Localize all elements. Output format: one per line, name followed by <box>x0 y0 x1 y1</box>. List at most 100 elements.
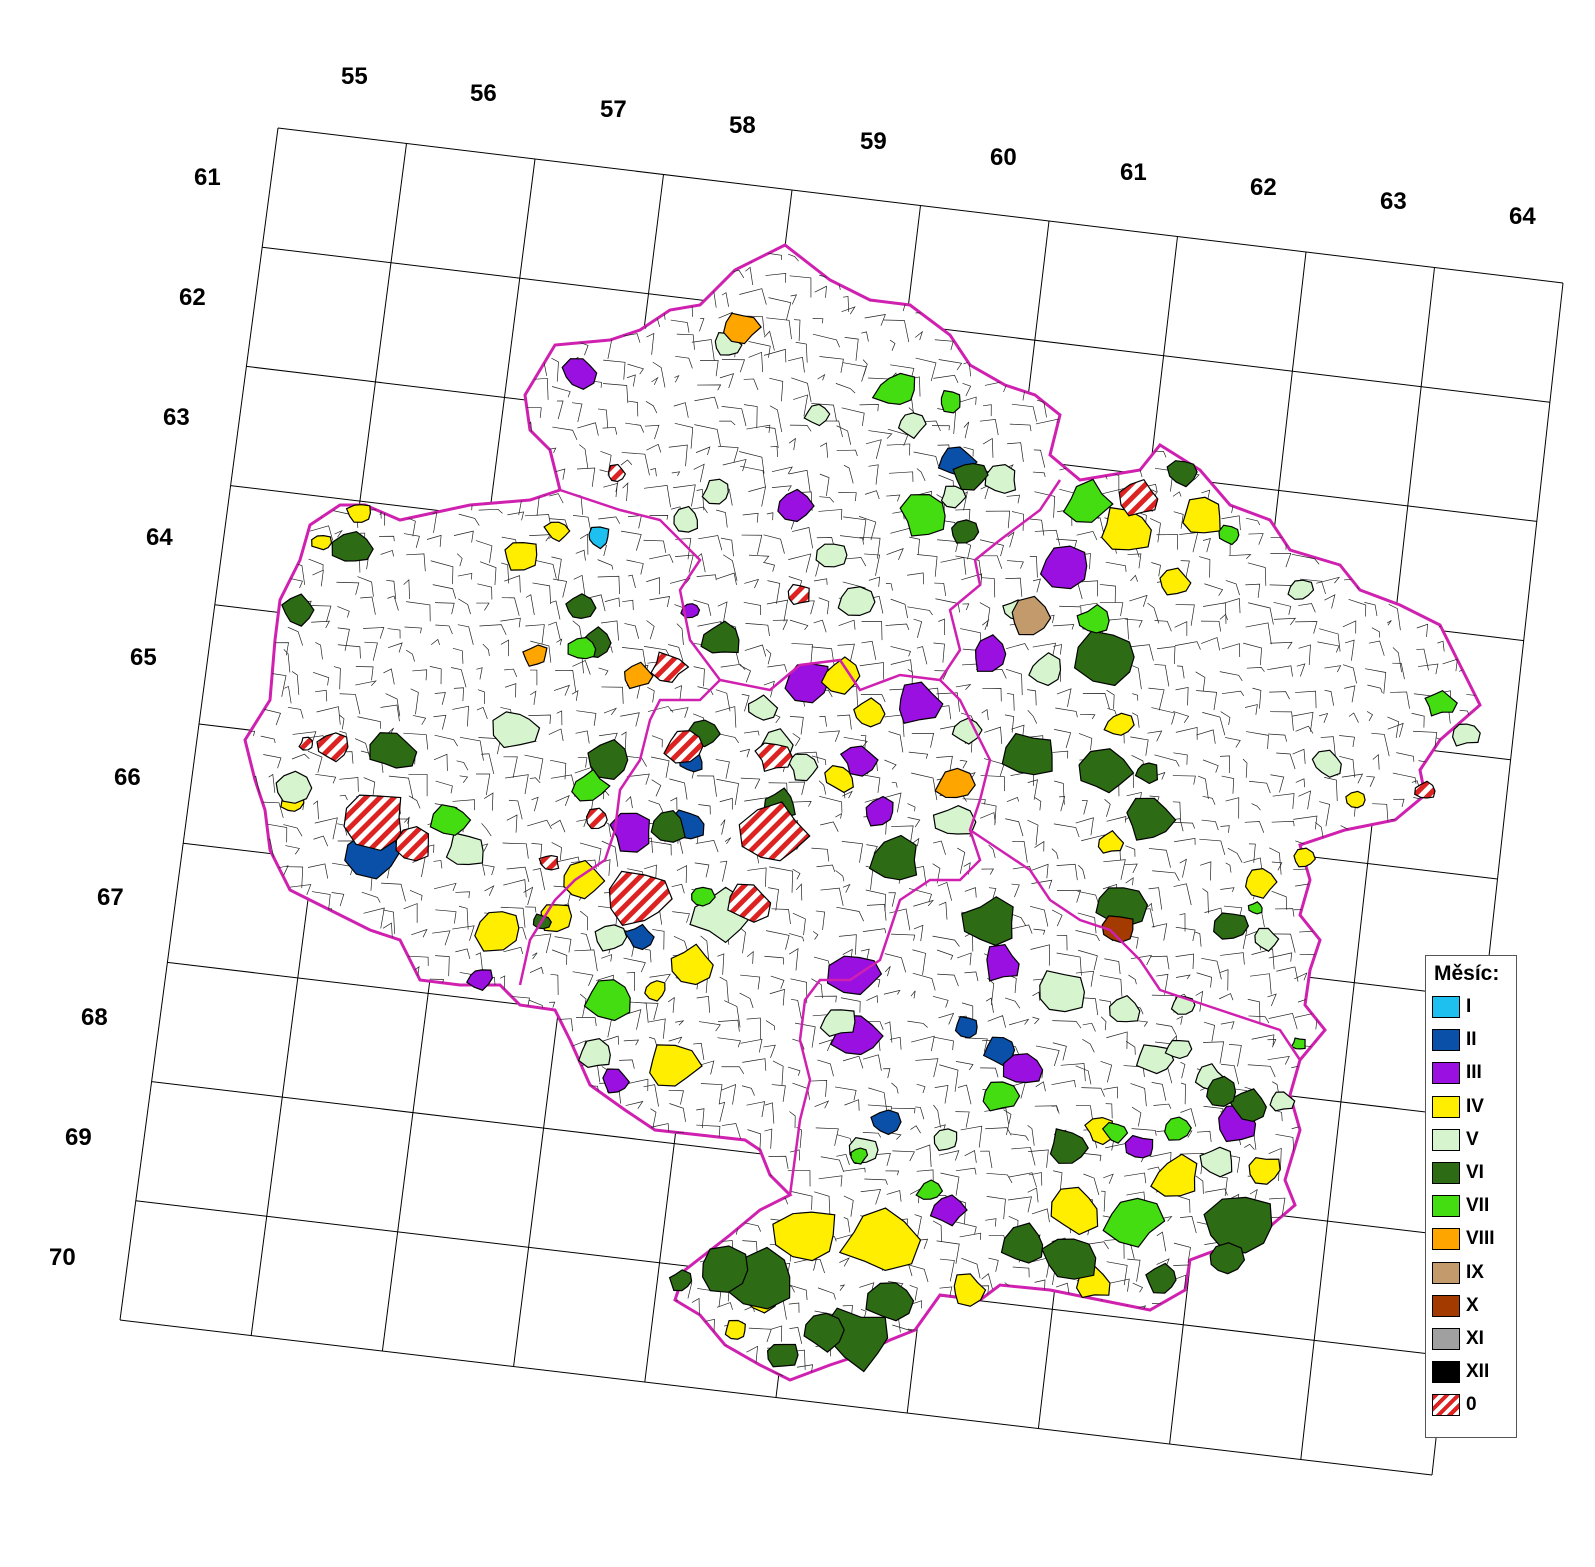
district-boundary <box>286 448 302 458</box>
district-boundary <box>1252 1348 1260 1368</box>
district-boundary <box>670 797 678 811</box>
district-boundary <box>356 1083 370 1102</box>
district-boundary <box>765 648 772 665</box>
district-boundary <box>575 1215 590 1234</box>
district-boundary <box>955 1167 977 1175</box>
district-boundary <box>1372 509 1388 519</box>
district-boundary <box>791 527 814 549</box>
district-boundary <box>313 800 319 820</box>
district-boundary <box>1036 1346 1054 1357</box>
district-boundary <box>314 951 336 965</box>
district-boundary <box>1079 361 1102 380</box>
district-patch <box>1135 1044 1175 1075</box>
district-boundary <box>528 1284 534 1304</box>
district-boundary <box>1007 531 1015 548</box>
district-boundary <box>412 669 428 681</box>
district-boundary <box>1298 337 1304 356</box>
district-boundary <box>696 1108 705 1129</box>
district-boundary <box>1221 690 1245 696</box>
district-boundary <box>551 283 559 298</box>
district-boundary <box>676 333 695 350</box>
district-boundary <box>407 448 418 456</box>
district-boundary <box>1004 997 1021 1009</box>
district-boundary <box>316 1066 341 1091</box>
district-boundary <box>1321 1195 1331 1201</box>
district-boundary <box>245 1080 252 1102</box>
district-boundary <box>959 1307 982 1319</box>
district-boundary <box>523 886 534 906</box>
district-boundary <box>866 904 887 921</box>
district-boundary <box>1371 1215 1395 1234</box>
district-boundary <box>743 404 758 429</box>
district-boundary <box>890 598 908 619</box>
district-boundary <box>813 619 827 633</box>
district-boundary <box>1078 1326 1097 1332</box>
district-boundary <box>1315 1281 1335 1301</box>
district-boundary <box>1395 315 1405 322</box>
district-boundary <box>955 1111 970 1128</box>
district-boundary <box>310 1009 330 1019</box>
district-boundary <box>790 294 798 305</box>
district-patch <box>787 753 819 782</box>
district-boundary <box>979 539 1004 557</box>
district-boundary <box>1468 363 1480 382</box>
district-boundary <box>434 602 455 615</box>
grid-column-label: 59 <box>860 128 887 155</box>
district-boundary <box>524 1367 535 1380</box>
district-boundary <box>720 663 746 670</box>
district-boundary <box>1155 339 1177 355</box>
district-boundary <box>404 1276 414 1292</box>
district-patch <box>1039 970 1086 1013</box>
district-boundary <box>524 266 539 278</box>
district-boundary <box>1080 997 1099 1016</box>
district-boundary <box>403 903 418 923</box>
district-boundary <box>627 1348 648 1358</box>
district-boundary <box>1246 731 1269 749</box>
district-boundary <box>482 1176 506 1200</box>
district-boundary <box>245 819 247 841</box>
district-boundary <box>1269 847 1282 875</box>
legend-label: IX <box>1466 1261 1484 1283</box>
district-boundary <box>1394 1041 1410 1061</box>
district-boundary <box>1391 993 1414 1015</box>
district-boundary <box>1171 821 1196 829</box>
district-boundary <box>505 384 518 396</box>
district-boundary <box>1228 1044 1242 1067</box>
district-boundary <box>1008 263 1018 280</box>
district-boundary <box>1201 957 1222 980</box>
district-boundary <box>287 532 298 553</box>
district-boundary <box>1103 859 1126 880</box>
district-boundary <box>308 1371 321 1380</box>
district-boundary <box>1102 405 1125 416</box>
district-boundary <box>980 1150 993 1169</box>
district-boundary <box>433 882 457 891</box>
district-boundary <box>1389 425 1410 435</box>
district-boundary <box>1006 796 1019 803</box>
district-patch <box>868 834 918 881</box>
grid-column-label: 58 <box>729 112 756 139</box>
district-boundary <box>766 512 774 521</box>
district-boundary <box>1415 272 1433 296</box>
district-boundary <box>961 573 983 586</box>
district-patch <box>608 870 673 926</box>
district-boundary <box>1053 1170 1063 1195</box>
district-boundary <box>1317 641 1340 653</box>
district-boundary <box>963 1369 984 1380</box>
district-boundary <box>1388 1286 1401 1299</box>
district-boundary <box>266 380 286 402</box>
district-boundary <box>960 1329 983 1352</box>
district-boundary <box>988 844 996 859</box>
district-boundary <box>1004 714 1015 733</box>
district-boundary <box>291 753 310 760</box>
district-boundary <box>1151 562 1161 577</box>
grid-line <box>119 1319 1433 1476</box>
district-patch <box>838 1207 922 1272</box>
district-patch <box>1049 1128 1089 1164</box>
district-boundary <box>312 671 330 686</box>
legend-label: III <box>1466 1062 1482 1084</box>
district-boundary <box>1075 930 1100 942</box>
legend-item: VI <box>1432 1160 1484 1186</box>
district-boundary <box>651 735 663 748</box>
district-patch <box>1039 545 1088 590</box>
district-boundary <box>864 314 886 326</box>
